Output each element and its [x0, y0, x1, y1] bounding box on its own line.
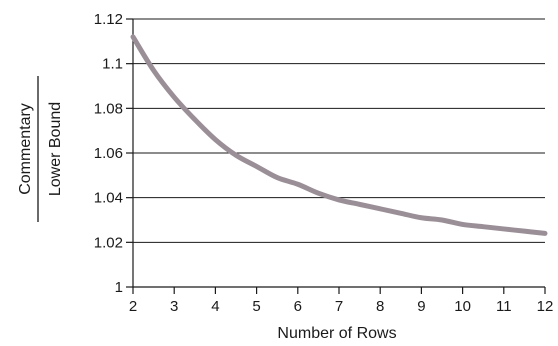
- y-ticks: 1 1.02 1.04 1.06 1.08 1.1 1.12: [94, 11, 133, 296]
- x-tick-label: 4: [211, 298, 219, 315]
- x-tick-label: 10: [454, 298, 471, 315]
- y-tick-label: 1: [115, 279, 123, 296]
- grid-lines: [133, 18, 545, 243]
- x-tick-label: 8: [376, 298, 384, 315]
- x-tick-label: 9: [417, 298, 425, 315]
- y-tick-label: 1.08: [94, 100, 123, 117]
- x-axis-label: Number of Rows: [277, 325, 396, 342]
- y-tick-label: 1.02: [94, 234, 123, 251]
- x-tick-label: 6: [294, 298, 302, 315]
- series-layer: [130, 34, 548, 236]
- x-tick-label: 5: [252, 298, 260, 315]
- y-tick-label: 1.04: [94, 190, 123, 207]
- x-ticks: 2 3 4 5 6 7 8 9 10 11 12: [129, 287, 554, 315]
- x-tick-label: 11: [496, 298, 512, 315]
- y-axis-label-denominator: Lower Bound: [47, 102, 64, 196]
- x-tick-label: 2: [129, 298, 137, 315]
- y-tick-label: 1.1: [102, 56, 123, 73]
- x-tick-label: 7: [335, 298, 343, 315]
- x-tick-label: 12: [537, 298, 554, 315]
- y-axis-label: Commentary Lower Bound: [17, 76, 64, 222]
- x-tick-label: 3: [170, 298, 178, 315]
- series-line-0: [130, 34, 548, 236]
- y-tick-label: 1.12: [94, 11, 123, 28]
- y-tick-label: 1.06: [94, 145, 123, 162]
- y-axis-label-numerator: Commentary: [17, 103, 34, 195]
